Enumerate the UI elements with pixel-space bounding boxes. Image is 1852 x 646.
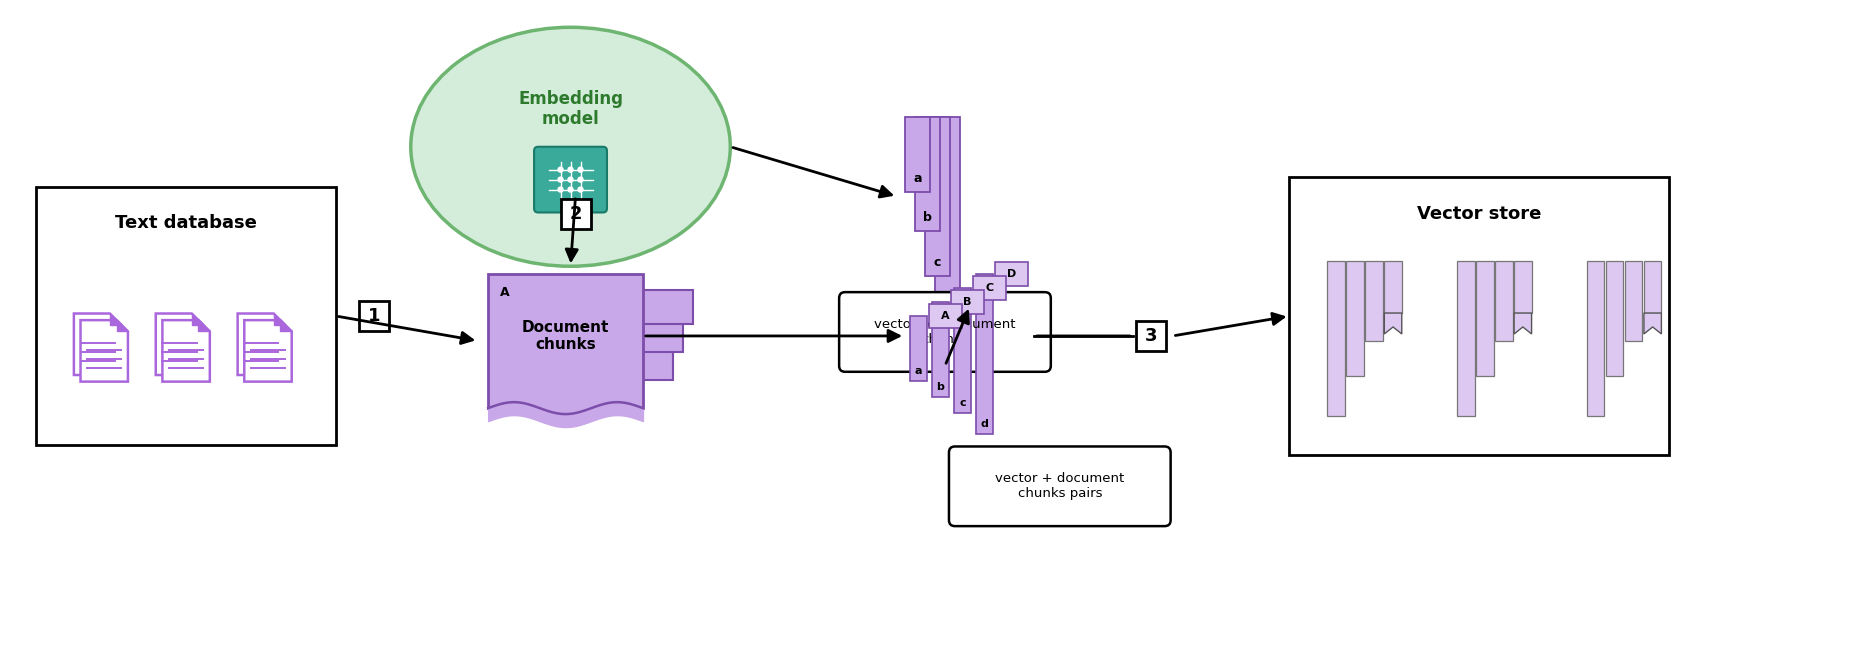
FancyBboxPatch shape bbox=[37, 187, 335, 446]
Polygon shape bbox=[1645, 313, 1661, 334]
Polygon shape bbox=[80, 320, 128, 382]
Text: C: C bbox=[541, 328, 550, 342]
FancyBboxPatch shape bbox=[1645, 261, 1661, 313]
Circle shape bbox=[578, 187, 583, 192]
Polygon shape bbox=[274, 313, 285, 325]
Circle shape bbox=[557, 177, 563, 182]
FancyBboxPatch shape bbox=[954, 288, 970, 413]
Text: vectorized document
chunks: vectorized document chunks bbox=[874, 318, 1015, 346]
Text: Text database: Text database bbox=[115, 214, 257, 233]
FancyBboxPatch shape bbox=[1606, 261, 1624, 376]
FancyBboxPatch shape bbox=[1587, 261, 1604, 415]
Text: 1: 1 bbox=[367, 307, 380, 325]
FancyBboxPatch shape bbox=[1458, 261, 1474, 415]
Text: D: D bbox=[530, 357, 541, 370]
FancyBboxPatch shape bbox=[839, 292, 1050, 372]
FancyBboxPatch shape bbox=[950, 290, 983, 314]
Text: C: C bbox=[985, 283, 993, 293]
Ellipse shape bbox=[411, 27, 730, 266]
FancyBboxPatch shape bbox=[948, 446, 1170, 526]
Text: 3: 3 bbox=[1145, 327, 1158, 345]
FancyBboxPatch shape bbox=[1328, 261, 1345, 415]
FancyBboxPatch shape bbox=[935, 117, 959, 321]
Text: c: c bbox=[959, 398, 965, 408]
Text: b: b bbox=[937, 382, 945, 391]
Polygon shape bbox=[109, 313, 122, 325]
FancyBboxPatch shape bbox=[539, 289, 693, 324]
FancyBboxPatch shape bbox=[519, 346, 672, 380]
FancyBboxPatch shape bbox=[1365, 261, 1383, 341]
Text: 2: 2 bbox=[569, 205, 582, 223]
Text: vector + document
chunks pairs: vector + document chunks pairs bbox=[995, 472, 1124, 500]
FancyBboxPatch shape bbox=[489, 274, 643, 408]
Circle shape bbox=[557, 187, 563, 192]
FancyBboxPatch shape bbox=[528, 318, 683, 352]
FancyBboxPatch shape bbox=[1383, 261, 1402, 313]
FancyBboxPatch shape bbox=[1346, 261, 1363, 376]
Text: Document
chunks: Document chunks bbox=[522, 320, 609, 352]
Text: a: a bbox=[913, 172, 922, 185]
Polygon shape bbox=[117, 320, 128, 331]
FancyBboxPatch shape bbox=[972, 276, 1006, 300]
Polygon shape bbox=[156, 313, 204, 375]
FancyBboxPatch shape bbox=[909, 316, 928, 380]
FancyBboxPatch shape bbox=[561, 199, 591, 229]
FancyBboxPatch shape bbox=[930, 304, 961, 328]
Text: A: A bbox=[500, 286, 509, 298]
Polygon shape bbox=[198, 320, 209, 331]
Text: c: c bbox=[933, 256, 941, 269]
Polygon shape bbox=[244, 320, 293, 382]
Circle shape bbox=[578, 167, 583, 172]
Polygon shape bbox=[1383, 313, 1402, 334]
FancyBboxPatch shape bbox=[1135, 321, 1165, 351]
FancyBboxPatch shape bbox=[932, 302, 948, 397]
Circle shape bbox=[569, 177, 572, 182]
FancyBboxPatch shape bbox=[1289, 176, 1669, 455]
Text: Embedding
model: Embedding model bbox=[519, 90, 622, 129]
Text: c: c bbox=[945, 301, 952, 314]
FancyBboxPatch shape bbox=[1624, 261, 1643, 341]
FancyBboxPatch shape bbox=[1476, 261, 1495, 376]
Text: B: B bbox=[963, 297, 972, 307]
FancyBboxPatch shape bbox=[995, 262, 1028, 286]
Text: Vector store: Vector store bbox=[1417, 205, 1541, 222]
Polygon shape bbox=[193, 313, 204, 325]
FancyBboxPatch shape bbox=[924, 117, 950, 276]
Text: d: d bbox=[980, 419, 989, 428]
Polygon shape bbox=[163, 320, 209, 382]
Text: A: A bbox=[941, 311, 950, 321]
FancyBboxPatch shape bbox=[533, 147, 607, 213]
Polygon shape bbox=[1515, 313, 1532, 334]
FancyBboxPatch shape bbox=[906, 117, 930, 192]
FancyBboxPatch shape bbox=[359, 301, 389, 331]
FancyBboxPatch shape bbox=[915, 117, 941, 231]
Circle shape bbox=[557, 167, 563, 172]
Circle shape bbox=[578, 177, 583, 182]
FancyBboxPatch shape bbox=[1515, 261, 1532, 313]
Polygon shape bbox=[74, 313, 122, 375]
Text: a: a bbox=[915, 366, 922, 376]
Circle shape bbox=[569, 187, 572, 192]
FancyBboxPatch shape bbox=[1495, 261, 1513, 341]
Text: b: b bbox=[922, 211, 932, 224]
Polygon shape bbox=[280, 320, 293, 331]
Text: B: B bbox=[550, 300, 559, 313]
Circle shape bbox=[569, 167, 572, 172]
Polygon shape bbox=[237, 313, 285, 375]
FancyBboxPatch shape bbox=[976, 274, 993, 433]
Text: D: D bbox=[1007, 269, 1017, 279]
